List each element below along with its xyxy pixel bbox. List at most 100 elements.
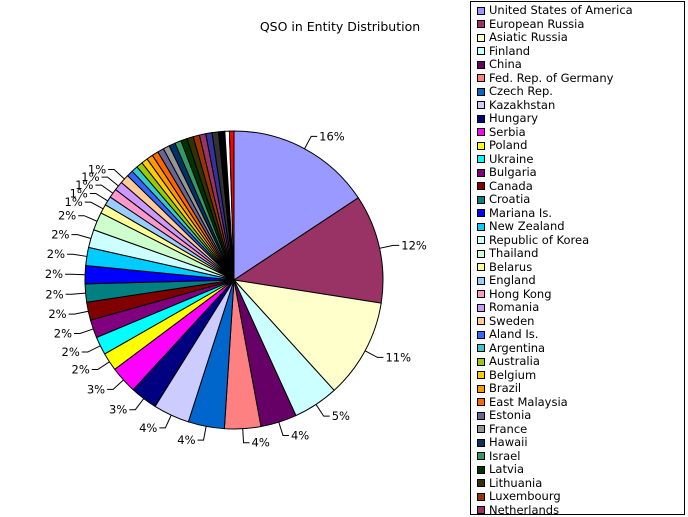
data-label: 1%: [70, 186, 88, 200]
chart-legend: United States of America European Russia A…: [470, 1, 685, 517]
legend-label: Fed. Rep. of Germany: [489, 70, 614, 85]
legend-swatch: [477, 87, 485, 96]
leader-line: [91, 361, 110, 370]
legend-label: Aland Is.: [489, 327, 539, 341]
legend-item: Aland Is.: [477, 328, 538, 341]
leader-line: [84, 201, 104, 210]
data-label: 2%: [51, 228, 69, 242]
legend-label: East Malaysia: [489, 394, 568, 409]
legend-item: Finland: [477, 43, 531, 58]
legend-label: Israel: [489, 448, 521, 463]
legend-label: Netherlands: [489, 502, 560, 517]
leader-line: [364, 350, 384, 358]
legend-swatch: [477, 303, 485, 312]
legend-swatch: [477, 452, 485, 460]
legend-swatch: [477, 182, 485, 190]
legend-swatch: [477, 479, 485, 487]
legend-swatch: [477, 276, 485, 285]
legend-label: Finland: [489, 43, 531, 58]
legend-label: Belarus: [489, 259, 533, 274]
data-label: 2%: [48, 307, 66, 321]
legend-item: Belarus: [477, 259, 533, 274]
legend-swatch: [477, 506, 485, 514]
legend-swatch: [477, 128, 485, 136]
legend-label: China: [489, 57, 522, 71]
leader-line: [65, 292, 86, 295]
legend-label: France: [489, 421, 528, 436]
legend-item: United States of America: [477, 4, 633, 17]
legend-item: Thailand: [477, 247, 538, 260]
data-label: 2%: [62, 345, 80, 359]
legend-item: Canada: [477, 178, 533, 193]
legend-item: Netherlands: [477, 502, 560, 517]
legend-label: Australia: [489, 354, 540, 368]
data-label: 3%: [109, 403, 127, 417]
legend-label: Hawaii: [489, 435, 528, 449]
leader-line: [129, 398, 145, 411]
data-label: 4%: [177, 433, 195, 447]
legend-swatch: [477, 6, 485, 15]
legend-label: Latvia: [489, 462, 525, 476]
legend-item: Croatia: [477, 193, 530, 206]
legend-swatch: [477, 290, 485, 298]
legend-label: Lithuania: [489, 475, 543, 490]
legend-label: United States of America: [489, 3, 633, 17]
legend-item: Serbia: [477, 124, 526, 139]
legend-label: Kazakhstan: [489, 97, 556, 112]
data-label: 4%: [291, 428, 309, 442]
pie-slice-united-states-of-america: [233, 130, 359, 281]
leader-line: [101, 176, 119, 187]
data-label: 2%: [72, 362, 90, 376]
legend-label: New Zealand: [489, 219, 565, 233]
legend-label: Ukraine: [489, 151, 534, 166]
legend-swatch: [477, 398, 485, 406]
leader-line: [242, 428, 250, 444]
legend-swatch: [477, 209, 485, 217]
legend-item: Fed. Rep. of Germany: [477, 70, 614, 85]
legend-label: Canada: [489, 178, 533, 193]
legend-swatch: [477, 168, 485, 177]
data-label: 12%: [401, 238, 427, 252]
legend-item: France: [477, 421, 528, 436]
legend-label: England: [489, 273, 536, 287]
legend-swatch: [477, 33, 485, 42]
legend-swatch: [477, 411, 485, 420]
leader-line: [108, 169, 125, 180]
legend-label: Romania: [489, 300, 540, 314]
leader-line: [71, 234, 92, 240]
legend-item: Lithuania: [477, 475, 543, 490]
legend-label: Serbia: [489, 124, 526, 139]
legend-item: Luxembourg: [477, 490, 561, 503]
data-label: 16%: [319, 129, 345, 143]
legend-item: China: [477, 58, 522, 71]
data-label: 2%: [47, 247, 65, 261]
legend-label: Hong Kong: [489, 286, 552, 301]
legend-label: Brazil: [489, 381, 522, 395]
data-label: 3%: [87, 382, 105, 396]
data-label: 4%: [139, 421, 157, 435]
data-label: 2%: [45, 287, 63, 301]
data-label: 2%: [45, 267, 63, 281]
leader-line: [107, 379, 124, 390]
legend-swatch: [477, 263, 485, 271]
legend-item: Australia: [477, 355, 540, 368]
legend-swatch: [477, 60, 485, 69]
legend-label: Estonia: [489, 408, 532, 422]
legend-item: Estonia: [477, 409, 531, 422]
legend-swatch: [477, 384, 485, 393]
chart-title: QSO in Entity Distribution: [259, 19, 421, 34]
legend-label: Mariana Is.: [489, 205, 552, 220]
legend-swatch: [477, 357, 485, 366]
legend-item: Bulgaria: [477, 166, 537, 179]
pie-slice-other-42: [228, 130, 235, 281]
legend-swatch: [477, 74, 485, 82]
legend-label: Croatia: [489, 192, 531, 206]
leader-line: [67, 253, 87, 257]
legend-label: Argentina: [489, 340, 546, 355]
legend-item: Kazakhstan: [477, 97, 556, 112]
legend-label: Thailand: [489, 246, 539, 260]
legend-label: Hungary: [489, 111, 539, 125]
pie-chart: 16% 12% 11% 5% 4% 4% 4% 4% 3% 3% 2% 2% 2% 2% 2% 2% 2% 2% 2…: [45, 129, 427, 449]
legend-item: Argentina: [477, 340, 546, 355]
legend-item: Latvia: [477, 463, 524, 476]
